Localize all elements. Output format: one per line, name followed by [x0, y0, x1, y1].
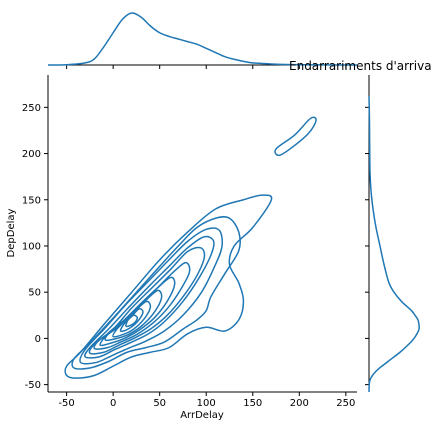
- x-tick-label: 200: [290, 398, 309, 409]
- kde-contour-11-level-11: [125, 314, 139, 328]
- kde-contour-8-level-8: [104, 289, 163, 342]
- kde-contour-3-level-3: [79, 227, 223, 365]
- y-tick-label: 200: [22, 149, 41, 160]
- kde-contour-10-level-10: [119, 307, 144, 333]
- kde-contour-12-level-1: [274, 116, 317, 157]
- kde-contour-7-level-7: [99, 276, 176, 347]
- kde-contour-2-level-2: [71, 216, 242, 370]
- y-axis-ticks: -50 0 50 100 150 200 250: [22, 103, 48, 391]
- y-tick-label: 150: [22, 195, 41, 206]
- y-tick-label: 0: [35, 334, 41, 345]
- kde-contour-9-level-9: [112, 300, 152, 338]
- kde-contour-5-level-5: [88, 246, 206, 355]
- kde-contours: [64, 116, 317, 379]
- x-tick-label: 50: [153, 398, 166, 409]
- marginal-x-density: [47, 12, 358, 66]
- chart-title: Endarrariments d'arrivada: [289, 59, 432, 73]
- kde-contour-4-level-4: [84, 235, 215, 359]
- marginal-y-axes: [365, 75, 420, 393]
- kde-contour-1-level-1: [64, 194, 273, 379]
- marginal-x-axes: [47, 12, 358, 69]
- marginal-x-ticks: [66, 65, 347, 69]
- marginal-y-density: [368, 96, 420, 393]
- marginal-y-ticks: [365, 106, 369, 386]
- x-tick-label: 250: [336, 398, 355, 409]
- x-axis-ticks: -50 0 50 100 150 200 250: [58, 392, 355, 409]
- y-tick-label: 50: [28, 288, 41, 299]
- x-axis-label: ArrDelay: [180, 410, 224, 421]
- x-tick-label: -50: [58, 398, 74, 409]
- y-tick-label: -50: [25, 380, 41, 391]
- y-axis-label: DepDelay: [6, 208, 17, 257]
- x-tick-label: 0: [110, 398, 116, 409]
- y-tick-label: 100: [22, 241, 41, 252]
- joint-axes: -50 0 50 100 150 200 250 -50 0 50 100 150 200 250 Ar…: [6, 75, 357, 421]
- x-tick-label: 100: [197, 398, 216, 409]
- y-tick-label: 250: [22, 103, 41, 114]
- x-tick-label: 150: [243, 398, 262, 409]
